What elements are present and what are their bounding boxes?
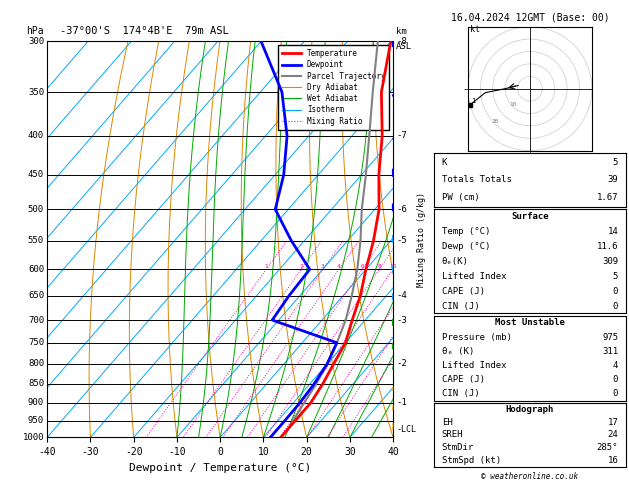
Text: 700: 700 — [28, 315, 44, 325]
Text: Dewp (°C): Dewp (°C) — [442, 242, 490, 251]
Text: Lifted Index: Lifted Index — [442, 361, 506, 370]
Text: CIN (J): CIN (J) — [442, 389, 479, 399]
Text: Temp (°C): Temp (°C) — [442, 227, 490, 236]
Text: 311: 311 — [602, 347, 618, 356]
Text: 10: 10 — [389, 264, 397, 269]
Text: 400: 400 — [28, 131, 44, 140]
Text: 750: 750 — [28, 338, 44, 347]
Text: -LCL: -LCL — [396, 425, 416, 434]
Text: 5: 5 — [613, 157, 618, 167]
Text: -37°00'S  174°4B'E  79m ASL: -37°00'S 174°4B'E 79m ASL — [60, 26, 228, 36]
Text: 4: 4 — [613, 361, 618, 370]
Text: 14: 14 — [608, 227, 618, 236]
Text: 10: 10 — [509, 102, 516, 107]
Text: -3: -3 — [396, 315, 407, 325]
Text: ASL: ASL — [396, 42, 413, 51]
Text: 4: 4 — [337, 264, 341, 269]
Text: 0: 0 — [613, 389, 618, 399]
Text: 950: 950 — [28, 416, 44, 425]
Text: -8: -8 — [396, 37, 407, 46]
Text: © weatheronline.co.uk: © weatheronline.co.uk — [481, 472, 579, 481]
Text: Lifted Index: Lifted Index — [442, 272, 506, 280]
Text: CAPE (J): CAPE (J) — [442, 375, 485, 384]
Text: 800: 800 — [28, 360, 44, 368]
Text: EH: EH — [442, 418, 452, 427]
Text: -1: -1 — [396, 398, 407, 407]
Text: kt: kt — [470, 25, 481, 34]
Text: CIN (J): CIN (J) — [442, 301, 479, 311]
Text: Mixing Ratio (g/kg): Mixing Ratio (g/kg) — [417, 192, 426, 287]
Text: SREH: SREH — [442, 431, 463, 439]
Text: 39: 39 — [608, 175, 618, 184]
Text: -4: -4 — [396, 291, 407, 300]
Text: 1: 1 — [471, 99, 476, 104]
Text: 11.6: 11.6 — [597, 242, 618, 251]
Text: K: K — [442, 157, 447, 167]
Text: Pressure (mb): Pressure (mb) — [442, 332, 511, 342]
Text: StmDir: StmDir — [442, 443, 474, 452]
Text: 5: 5 — [613, 272, 618, 280]
Text: 650: 650 — [28, 291, 44, 300]
Text: 300: 300 — [28, 37, 44, 46]
Text: 285°: 285° — [597, 443, 618, 452]
Text: 3: 3 — [321, 264, 325, 269]
Text: 1000: 1000 — [23, 433, 44, 442]
Text: hPa: hPa — [26, 26, 44, 36]
Text: 8: 8 — [377, 264, 381, 269]
Text: 850: 850 — [28, 380, 44, 388]
Text: 6: 6 — [360, 264, 364, 269]
Text: 450: 450 — [28, 170, 44, 179]
Text: 1.67: 1.67 — [597, 193, 618, 202]
Text: 500: 500 — [28, 205, 44, 214]
Text: -6: -6 — [396, 205, 407, 214]
Text: Totals Totals: Totals Totals — [442, 175, 511, 184]
Text: 1: 1 — [264, 264, 268, 269]
Text: -7: -7 — [396, 131, 407, 140]
Text: CAPE (J): CAPE (J) — [442, 287, 485, 295]
Text: km: km — [396, 27, 407, 36]
Text: 16: 16 — [608, 456, 618, 465]
Text: 309: 309 — [602, 257, 618, 266]
Text: -5: -5 — [396, 236, 407, 245]
Text: StmSpd (kt): StmSpd (kt) — [442, 456, 501, 465]
Text: 900: 900 — [28, 398, 44, 407]
Text: 0: 0 — [613, 287, 618, 295]
Text: PW (cm): PW (cm) — [442, 193, 479, 202]
X-axis label: Dewpoint / Temperature (°C): Dewpoint / Temperature (°C) — [129, 463, 311, 473]
Text: 0: 0 — [613, 301, 618, 311]
Text: 17: 17 — [608, 418, 618, 427]
Text: θₑ(K): θₑ(K) — [442, 257, 469, 266]
Text: 20: 20 — [491, 120, 499, 124]
Text: -2: -2 — [396, 360, 407, 368]
Text: 600: 600 — [28, 265, 44, 274]
Text: 350: 350 — [28, 87, 44, 97]
Text: 2: 2 — [299, 264, 303, 269]
Text: 0: 0 — [613, 375, 618, 384]
Text: 975: 975 — [602, 332, 618, 342]
Text: 24: 24 — [608, 431, 618, 439]
Text: θₑ (K): θₑ (K) — [442, 347, 474, 356]
Text: Hodograph: Hodograph — [506, 405, 554, 414]
Text: Most Unstable: Most Unstable — [495, 318, 565, 328]
Text: Surface: Surface — [511, 212, 548, 221]
Legend: Temperature, Dewpoint, Parcel Trajectory, Dry Adiabat, Wet Adiabat, Isotherm, Mi: Temperature, Dewpoint, Parcel Trajectory… — [278, 45, 389, 129]
Text: 16.04.2024 12GMT (Base: 00): 16.04.2024 12GMT (Base: 00) — [450, 12, 610, 22]
Text: 550: 550 — [28, 236, 44, 245]
